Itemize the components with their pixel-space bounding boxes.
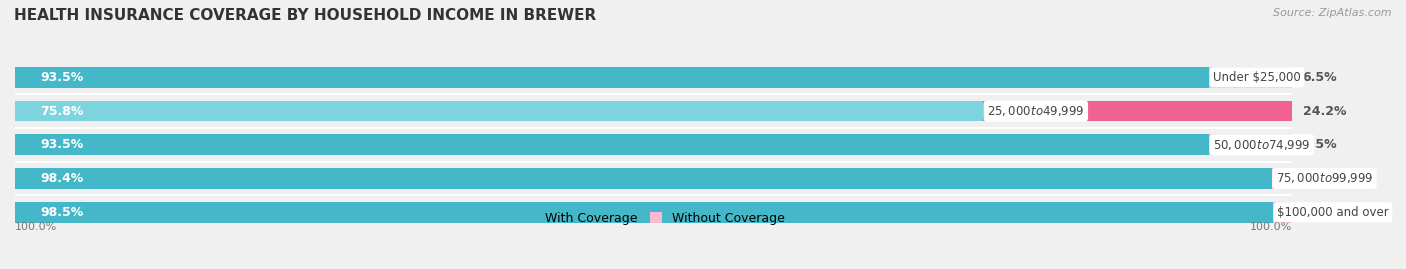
Bar [15, 101, 983, 122]
Text: $100,000 and over: $100,000 and over [1277, 206, 1389, 219]
Bar [15, 67, 1292, 88]
Bar [1274, 202, 1292, 223]
Bar [15, 67, 1209, 88]
Text: 98.4%: 98.4% [41, 172, 84, 185]
Text: $50,000 to $74,999: $50,000 to $74,999 [1213, 138, 1310, 152]
Bar [1209, 67, 1292, 88]
Text: 24.2%: 24.2% [1302, 105, 1346, 118]
Legend: With Coverage, Without Coverage: With Coverage, Without Coverage [517, 207, 790, 230]
Text: 100.0%: 100.0% [15, 222, 58, 232]
Bar [15, 134, 1209, 155]
Text: 6.5%: 6.5% [1302, 138, 1337, 151]
Bar [983, 101, 1292, 122]
Text: 98.5%: 98.5% [41, 206, 84, 219]
Text: 6.5%: 6.5% [1302, 71, 1337, 84]
Text: Under $25,000: Under $25,000 [1213, 71, 1301, 84]
Text: 75.8%: 75.8% [41, 105, 84, 118]
Text: 100.0%: 100.0% [1250, 222, 1292, 232]
Text: 93.5%: 93.5% [41, 138, 84, 151]
Text: 93.5%: 93.5% [41, 71, 84, 84]
Text: 1.6%: 1.6% [1302, 172, 1337, 185]
Bar [15, 134, 1292, 155]
Text: HEALTH INSURANCE COVERAGE BY HOUSEHOLD INCOME IN BREWER: HEALTH INSURANCE COVERAGE BY HOUSEHOLD I… [14, 8, 596, 23]
Bar [15, 168, 1272, 189]
Text: $75,000 to $99,999: $75,000 to $99,999 [1275, 172, 1374, 186]
Bar [15, 168, 1292, 189]
Text: $25,000 to $49,999: $25,000 to $49,999 [987, 104, 1084, 118]
Bar [15, 202, 1274, 223]
Text: 1.5%: 1.5% [1302, 206, 1337, 219]
Bar [1272, 168, 1292, 189]
Text: Source: ZipAtlas.com: Source: ZipAtlas.com [1274, 8, 1392, 18]
Bar [15, 202, 1292, 223]
Bar [15, 101, 1292, 122]
Bar [1209, 134, 1292, 155]
